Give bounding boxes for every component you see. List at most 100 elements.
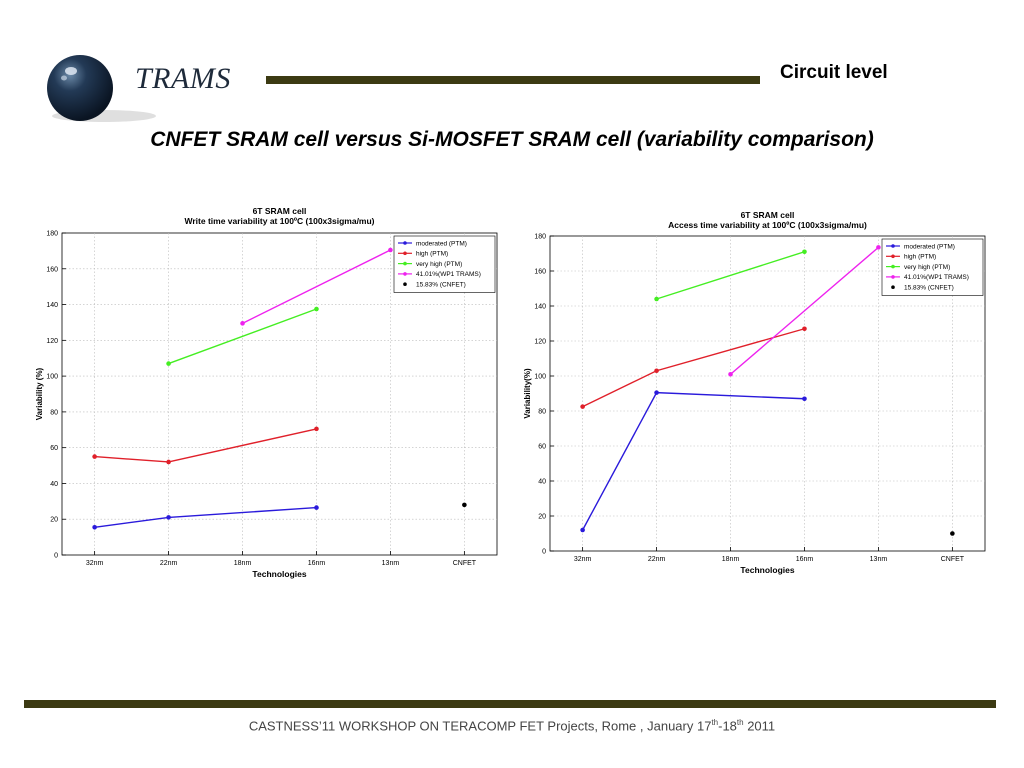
legend-swatch-marker <box>891 275 895 279</box>
legend-swatch-marker <box>891 264 895 269</box>
chart-title: 6T SRAM cell <box>253 206 307 216</box>
legend-box <box>393 235 496 293</box>
x-tick-label: 16nm <box>308 560 326 567</box>
data-point-high-ptm <box>314 426 319 432</box>
data-point-high-ptm <box>92 454 97 459</box>
y-tick-label: 80 <box>538 409 546 416</box>
y-tick-label: 100 <box>534 374 546 381</box>
data-point-high-ptm <box>654 368 659 374</box>
x-tick-label: 13nm <box>870 556 888 563</box>
y-tick-label: 140 <box>46 302 58 309</box>
x-axis-label: Technologies <box>252 569 306 579</box>
footer-sup-1: th <box>711 718 719 727</box>
y-tick-label: 120 <box>534 339 546 346</box>
data-point-moderated-ptm <box>654 390 659 395</box>
y-tick-label: 0 <box>54 553 58 560</box>
legend-label: 41.01%(WP1 TRAMS) <box>416 271 481 278</box>
x-tick-label: CNFET <box>941 556 965 563</box>
y-tick-label: 0 <box>542 549 546 556</box>
x-tick-label: 18nm <box>234 560 252 567</box>
footer-year: 2011 <box>743 718 776 734</box>
series-line-41-01-wp1-trams <box>730 246 879 375</box>
legend-swatch-marker <box>891 254 895 259</box>
series-line-41-01-wp1-trams <box>242 249 391 324</box>
x-tick-label: 32nm <box>86 560 104 567</box>
data-point-very-high-ptm <box>166 361 171 366</box>
trams-logo <box>47 55 156 122</box>
y-axis-label: Variability(%) <box>523 368 532 419</box>
series-line-very-high-ptm <box>656 251 805 300</box>
data-point-moderated-ptm <box>314 505 319 510</box>
data-point-very-high-ptm <box>802 249 807 255</box>
x-axis-label: Technologies <box>740 565 794 575</box>
y-tick-label: 100 <box>46 374 58 381</box>
legend-swatch-marker <box>403 251 407 256</box>
x-tick-label: CNFET <box>453 560 477 567</box>
chart-title: 6T SRAM cell <box>741 210 795 220</box>
y-tick-label: 60 <box>50 445 58 452</box>
write-time-variability-chart: 0 20 40 60 80 100 120 140 160 180 32nm 22nm 18nm 16nm… <box>35 206 498 579</box>
y-tick-label: 60 <box>538 444 546 451</box>
y-tick-label: 160 <box>534 269 546 276</box>
legend-swatch-marker <box>891 244 895 248</box>
y-tick-label: 160 <box>46 266 58 273</box>
data-point-41-01-wp1-trams <box>876 245 881 250</box>
legend-swatch-marker <box>403 241 407 245</box>
data-point-high-ptm <box>802 326 807 332</box>
slide-title: CNFET SRAM cell versus Si-MOSFET SRAM ce… <box>150 128 874 151</box>
y-tick-label: 20 <box>538 514 546 521</box>
legend-label: very high (PTM) <box>416 261 462 268</box>
chart-subtitle: Access time variability at 100ºC (100x3s… <box>668 220 867 230</box>
header-divider-bar <box>266 76 760 84</box>
legend-swatch-marker <box>403 282 407 286</box>
data-point-41-01-wp1-trams <box>388 247 393 253</box>
x-tick-label: 22nm <box>648 556 666 563</box>
legend-label: moderated (PTM) <box>416 240 467 247</box>
y-tick-label: 120 <box>46 338 58 345</box>
legend-swatch-marker <box>403 272 407 276</box>
data-point-moderated-ptm <box>802 396 807 402</box>
legend-swatch-marker <box>891 285 895 289</box>
y-axis-label: Variability (%) <box>35 367 44 420</box>
logo-text: TRAMS <box>135 62 231 95</box>
x-tick-label: 13nm <box>382 560 400 567</box>
legend-label: high (PTM) <box>416 251 448 258</box>
data-point-moderated-ptm <box>166 515 171 520</box>
legend-label: 41.01%(WP1 TRAMS) <box>904 274 969 281</box>
legend-label: high (PTM) <box>904 254 936 261</box>
x-tick-label: 22nm <box>160 560 178 567</box>
x-tick-label: 32nm <box>574 556 592 563</box>
legend-label: very high (PTM) <box>904 264 950 271</box>
y-tick-label: 40 <box>50 481 58 488</box>
x-tick-label: 18nm <box>722 556 740 563</box>
y-tick-label: 140 <box>534 304 546 311</box>
footer-divider-bar <box>24 700 996 708</box>
data-point-15-83-cnfet <box>950 531 955 536</box>
data-point-very-high-ptm <box>314 306 319 312</box>
data-point-moderated-ptm <box>92 524 97 530</box>
data-point-41-01-wp1-trams <box>240 321 245 326</box>
data-point-very-high-ptm <box>654 296 659 302</box>
y-tick-label: 20 <box>50 517 58 524</box>
footer-dash: -18 <box>718 718 737 734</box>
data-point-41-01-wp1-trams <box>728 371 733 377</box>
legend-box <box>881 238 984 296</box>
y-tick-label: 40 <box>538 479 546 486</box>
y-tick-label: 180 <box>46 231 58 238</box>
section-label: Circuit level <box>780 62 888 83</box>
x-tick-label: 16nm <box>796 556 814 563</box>
legend-label: moderated (PTM) <box>904 243 955 250</box>
y-tick-label: 80 <box>50 409 58 416</box>
data-point-moderated-ptm <box>580 527 585 533</box>
y-tick-label: 180 <box>534 234 546 241</box>
footer-sup-2: th <box>736 718 744 727</box>
series-line-very-high-ptm <box>168 308 317 365</box>
data-point-high-ptm <box>580 404 585 409</box>
legend-label: 15.83% (CNFET) <box>904 285 954 292</box>
footer-text-main: CASTNESS’11 WORKSHOP ON TERACOMP FET Pro… <box>248 718 712 734</box>
data-point-15-83-cnfet <box>462 502 467 508</box>
chart-subtitle: Write time variability at 100ºC (100x3si… <box>184 216 374 226</box>
legend-label: 15.83% (CNFET) <box>416 282 466 289</box>
data-point-high-ptm <box>166 459 171 465</box>
legend-swatch-marker <box>403 261 407 266</box>
